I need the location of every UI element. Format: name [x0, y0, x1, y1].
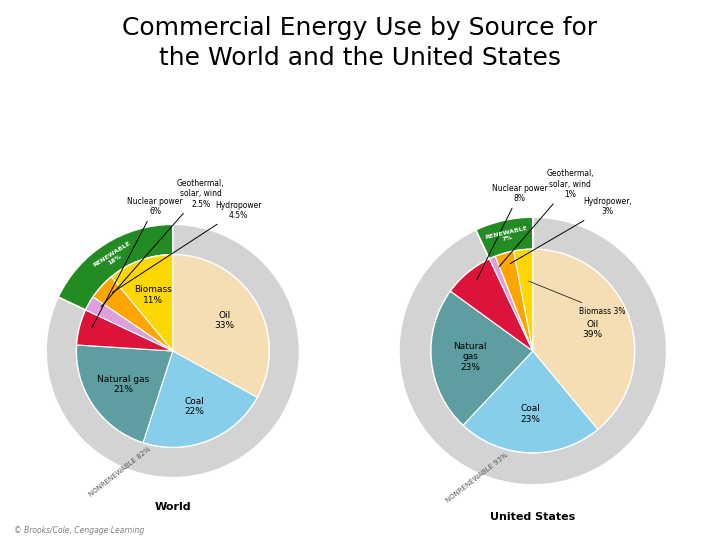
Text: Biomass
11%: Biomass 11%	[134, 285, 171, 305]
Text: Coal
22%: Coal 22%	[185, 397, 204, 416]
Wedge shape	[495, 251, 533, 351]
Text: Biomass 3%: Biomass 3%	[528, 281, 626, 315]
Wedge shape	[451, 259, 533, 351]
Wedge shape	[173, 255, 269, 397]
Title: World: World	[155, 502, 191, 512]
Wedge shape	[399, 217, 667, 485]
Text: RENEWABLE
7%: RENEWABLE 7%	[485, 226, 529, 246]
Text: Natural gas
21%: Natural gas 21%	[97, 375, 150, 394]
Text: Oil
39%: Oil 39%	[582, 320, 602, 339]
Text: Commercial Energy Use by Source for
the World and the United States: Commercial Energy Use by Source for the …	[122, 16, 598, 70]
Text: NONRENEWABLE 93%: NONRENEWABLE 93%	[444, 452, 508, 504]
Wedge shape	[86, 297, 173, 351]
Text: Coal
23%: Coal 23%	[521, 404, 541, 424]
Text: Nuclear power
6%: Nuclear power 6%	[92, 197, 183, 327]
Text: Natural
gas
23%: Natural gas 23%	[453, 342, 487, 372]
Wedge shape	[93, 277, 173, 351]
Wedge shape	[76, 345, 173, 443]
Wedge shape	[58, 224, 173, 310]
Wedge shape	[490, 256, 533, 351]
Wedge shape	[46, 224, 300, 478]
Text: Geothermal,
solar, wind
1%: Geothermal, solar, wind 1%	[499, 169, 594, 267]
Text: Hydropower
4.5%: Hydropower 4.5%	[112, 200, 262, 293]
Wedge shape	[463, 351, 598, 453]
Wedge shape	[431, 291, 533, 425]
Text: NONRENEWABLE 82%: NONRENEWABLE 82%	[88, 446, 152, 497]
Wedge shape	[112, 255, 173, 351]
Wedge shape	[533, 249, 634, 429]
Text: Geothermal,
solar, wind
2.5%: Geothermal, solar, wind 2.5%	[101, 179, 225, 307]
Wedge shape	[514, 249, 533, 351]
Title: United States: United States	[490, 511, 575, 522]
Text: © Brooks/Cole, Cengage Learning: © Brooks/Cole, Cengage Learning	[14, 525, 145, 535]
Text: Nuclear power
8%: Nuclear power 8%	[477, 184, 547, 280]
Text: Oil
33%: Oil 33%	[214, 311, 234, 330]
Wedge shape	[143, 351, 257, 447]
Text: Hydropower,
3%: Hydropower, 3%	[510, 197, 632, 264]
Text: RENEWABLE
18%: RENEWABLE 18%	[92, 241, 134, 273]
Wedge shape	[77, 310, 173, 351]
Wedge shape	[476, 217, 533, 259]
